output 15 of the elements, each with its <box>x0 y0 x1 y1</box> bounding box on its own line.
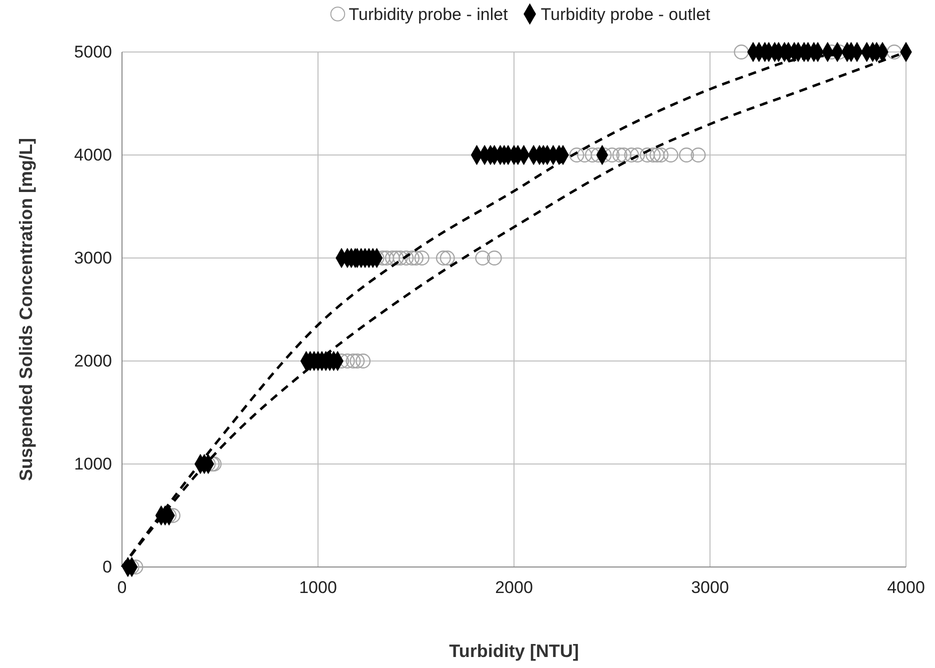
y-tick-label: 5000 <box>74 42 112 62</box>
y-tick-label: 0 <box>102 557 112 576</box>
y-tick-label: 1000 <box>74 454 112 474</box>
x-tick-label: 2000 <box>495 578 533 598</box>
y-tick-label: 2000 <box>74 351 112 370</box>
y-tick-label: 4000 <box>74 145 112 164</box>
x-axis-title: Turbidity [NTU] <box>449 641 579 661</box>
legend-label: Turbidity probe - outlet <box>540 5 711 24</box>
x-tick-label: 1000 <box>299 578 337 598</box>
legend-label: Turbidity probe - inlet <box>348 5 508 24</box>
y-axis-title: Suspended Solids Concentration [mg/L] <box>16 138 36 482</box>
y-tick-label: 3000 <box>74 248 112 268</box>
x-tick-label: 4000 <box>887 578 925 598</box>
x-tick-label: 0 <box>117 578 127 598</box>
x-tick-label: 3000 <box>691 578 729 598</box>
